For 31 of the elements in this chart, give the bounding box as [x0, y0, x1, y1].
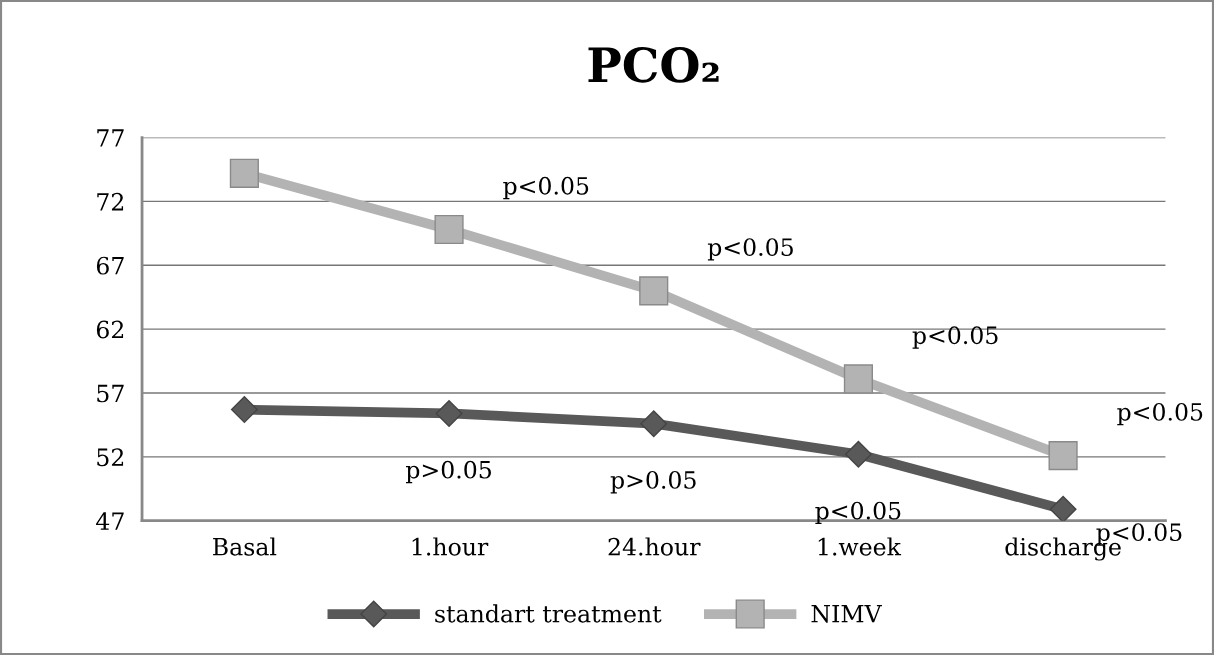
y-tick-label: 52: [97, 448, 124, 467]
annotation: p<0.05: [503, 176, 589, 200]
point: [434, 214, 464, 245]
annotation: p<0.05: [1117, 402, 1203, 426]
y-tick-label: 62: [96, 320, 124, 339]
point: [230, 396, 258, 424]
y-tick-label: 72: [97, 192, 124, 211]
point: [229, 158, 259, 188]
annotation: p<0.05: [912, 326, 998, 349]
annotation: p<0.05: [707, 238, 793, 261]
point: [1048, 441, 1078, 471]
x-tick-label: Basal: [213, 537, 277, 556]
x-tick-label: 1.week: [818, 537, 902, 556]
legend-label: standart treatment: [435, 604, 662, 623]
y-tick-label: 67: [96, 256, 124, 275]
chart-title: PCO₂: [588, 46, 719, 83]
point: [843, 364, 874, 394]
x-tick-label: 1.hour: [412, 537, 489, 556]
y-tick-label: 57: [97, 384, 124, 403]
point: [1049, 495, 1077, 521]
point: [639, 276, 669, 306]
annotation: p>0.05: [406, 460, 491, 484]
point: [640, 410, 668, 438]
annotation: p>0.05: [610, 470, 696, 494]
x-tick-label: 24.hour: [608, 537, 701, 556]
y-tick-label: 47: [96, 512, 124, 530]
annotation: p<0.05: [815, 501, 901, 525]
point: [435, 399, 463, 427]
legend-label: NIMV: [811, 605, 882, 623]
point: [844, 440, 872, 468]
y-tick-label: 77: [97, 129, 124, 147]
